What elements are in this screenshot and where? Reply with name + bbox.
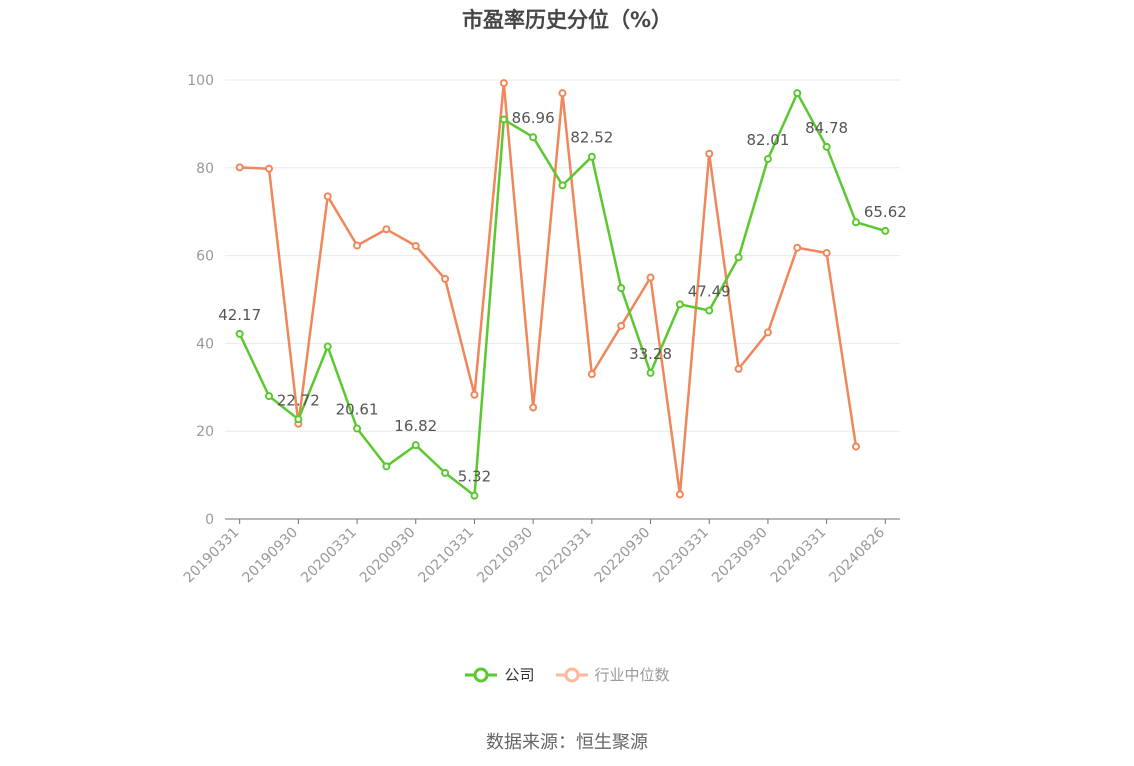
industry-median-line	[239, 81, 858, 496]
series	[235, 79, 890, 500]
x-tick-label: 20190331	[181, 525, 243, 587]
company-point	[294, 415, 303, 424]
industry-median-point	[529, 403, 538, 412]
industry-median-point	[235, 163, 244, 172]
legend-item-company[interactable]: 公司	[464, 664, 535, 685]
data-labels: 42.17 22.72 20.61 16.82 5.32 86.96 82.52 33.28 4…	[218, 109, 907, 485]
data-label: 5.32	[458, 468, 491, 486]
industry-median-point	[705, 149, 714, 158]
legend-label: 行业中位数	[594, 666, 670, 684]
x-tick-label: 20190930	[239, 525, 301, 587]
industry-median-point	[382, 225, 391, 234]
data-label: 65.62	[864, 203, 907, 221]
data-label: 47.49	[688, 283, 731, 301]
x-tick-label: 20210930	[474, 525, 536, 587]
y-tick-label: 60	[196, 249, 214, 265]
data-label: 86.96	[512, 109, 555, 127]
company-point	[675, 300, 684, 309]
company-point	[705, 306, 714, 315]
company-point	[499, 115, 508, 124]
industry-median-point	[793, 243, 802, 252]
data-label: 20.61	[336, 401, 379, 419]
company-point	[646, 368, 655, 377]
x-tick-label: 20210331	[416, 525, 478, 587]
company-point	[353, 424, 362, 433]
y-tick-label: 0	[205, 512, 214, 528]
x-tick-label: 20220331	[533, 525, 595, 587]
company-point	[235, 329, 244, 338]
industry-median-point	[558, 89, 567, 98]
x-tick-label: 20240331	[768, 525, 830, 587]
y-tick-label: 20	[196, 424, 214, 440]
data-label: 84.78	[805, 119, 848, 137]
legend: 公司 行业中位数	[0, 664, 1134, 685]
y-tick-label: 80	[196, 161, 214, 177]
grid-lines	[225, 79, 900, 432]
company-point	[529, 133, 538, 142]
industry-median-point	[675, 490, 684, 499]
company-point	[763, 154, 772, 163]
industry-median-point	[646, 273, 655, 282]
company-point	[793, 89, 802, 98]
x-tick-label: 20240826	[826, 524, 888, 586]
data-source: 数据来源：恒生聚源	[486, 732, 648, 753]
company-point	[411, 441, 420, 450]
data-label: 82.52	[570, 129, 613, 147]
industry-median-point	[470, 390, 479, 399]
industry-median-point	[353, 241, 362, 250]
industry-median-point	[411, 241, 420, 250]
circle-line-icon	[555, 667, 588, 682]
circle-line-icon	[465, 667, 498, 682]
industry-median-point	[822, 248, 831, 257]
industry-median-point	[265, 164, 274, 173]
company-point	[822, 142, 831, 151]
industry-median-point	[617, 321, 626, 330]
y-tick-label: 100	[187, 73, 214, 89]
x-tick-label: 20230331	[650, 525, 712, 587]
x-tick-label: 20230930	[709, 525, 771, 587]
line-chart: 0 20 40 60 80 100 2019033120190930202003312020…	[181, 73, 907, 587]
industry-median-point	[323, 192, 332, 201]
industry-median-point	[587, 370, 596, 379]
industry-median-point	[763, 328, 772, 337]
industry-median-point	[441, 274, 450, 283]
industry-median-point	[734, 364, 743, 373]
industry-median-point	[851, 442, 860, 451]
company-point	[734, 253, 743, 262]
y-tick-label: 40	[196, 336, 214, 352]
company-point	[470, 491, 479, 500]
legend-label: 公司	[504, 666, 535, 684]
x-tick-label: 20200331	[298, 525, 360, 587]
data-label: 82.01	[746, 131, 789, 149]
company-line	[238, 91, 886, 497]
legend-item-industry-median[interactable]: 行业中位数	[555, 664, 670, 685]
data-label: 33.28	[629, 345, 672, 363]
company-point	[441, 468, 450, 477]
data-label: 42.17	[218, 306, 261, 324]
company-point	[851, 218, 860, 227]
company-point	[323, 342, 332, 351]
company-point	[558, 181, 567, 190]
company-point	[587, 152, 596, 161]
x-tick-label: 20200930	[357, 525, 419, 587]
company-point	[265, 392, 274, 401]
data-label: 22.72	[277, 391, 320, 409]
data-label: 16.82	[394, 417, 437, 435]
company-point	[617, 284, 626, 293]
chart-title: 市盈率历史分位（%）	[461, 8, 673, 32]
company-point	[881, 226, 890, 235]
company-point	[382, 462, 391, 471]
x-tick-label: 20220930	[592, 525, 654, 587]
industry-median-point	[499, 79, 508, 88]
